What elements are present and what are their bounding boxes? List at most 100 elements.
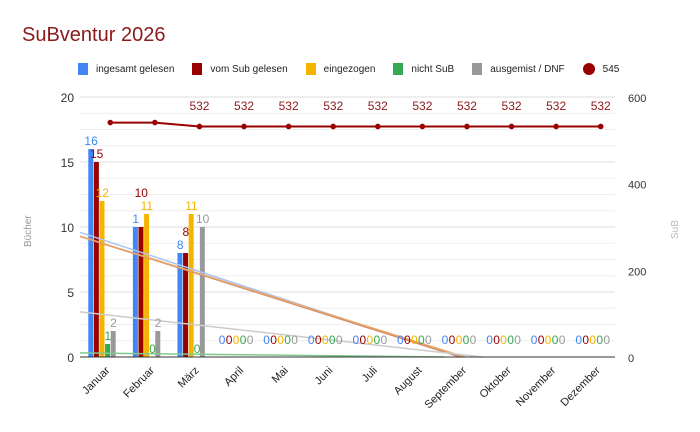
data-label: 0 xyxy=(514,333,521,347)
data-label: 16 xyxy=(84,134,98,148)
sub-point xyxy=(464,123,470,130)
data-label: 0 xyxy=(418,333,425,347)
data-label: 0 xyxy=(336,333,343,347)
data-label: 11 xyxy=(185,199,198,213)
data-label: 8 xyxy=(183,225,190,239)
data-label: 0 xyxy=(308,333,315,347)
data-label: 0 xyxy=(247,333,254,347)
data-label: 0 xyxy=(486,333,493,347)
legend-label: nicht SuB xyxy=(411,63,455,75)
data-label: 0 xyxy=(404,333,411,347)
legend-swatch xyxy=(305,63,316,75)
legend-swatch xyxy=(192,63,203,75)
data-label: 0 xyxy=(291,333,298,347)
legend-item[interactable]: ausgemist / DNF xyxy=(472,63,565,75)
data-label: 0 xyxy=(263,333,270,347)
y2-tick-label: 200 xyxy=(628,266,646,278)
sub-data-label: 532 xyxy=(189,99,209,113)
y-tick-label: 20 xyxy=(61,91,75,105)
data-label: 15 xyxy=(90,147,104,161)
legend-swatch xyxy=(393,63,404,75)
data-label: 0 xyxy=(470,333,477,347)
data-label: 0 xyxy=(545,333,552,347)
y-tick-label: 5 xyxy=(67,286,74,300)
data-label: 0 xyxy=(456,333,463,347)
data-label: 0 xyxy=(359,333,366,347)
data-label: 0 xyxy=(352,333,359,347)
sub-data-label: 532 xyxy=(279,99,299,113)
data-label: 0 xyxy=(411,333,418,347)
x-tick-label: August xyxy=(392,365,425,398)
data-label: 0 xyxy=(380,333,387,347)
sub-point xyxy=(196,123,203,130)
legend-dot xyxy=(582,63,595,75)
legend-label: 545 xyxy=(602,63,620,75)
data-label: 0 xyxy=(194,342,201,356)
data-label: 0 xyxy=(582,333,589,347)
bar-ingesamt-gelesen xyxy=(88,149,94,357)
data-label: 0 xyxy=(552,333,559,347)
y2-tick-label: 0 xyxy=(628,353,634,365)
sub-point xyxy=(152,119,158,126)
x-tick-label: November xyxy=(514,364,559,409)
data-label: 0 xyxy=(366,333,373,347)
y2-tick-label: 600 xyxy=(628,93,646,105)
data-label: 0 xyxy=(575,333,582,347)
data-label: 0 xyxy=(270,333,277,347)
sub-data-label: 532 xyxy=(412,99,432,113)
data-label: 0 xyxy=(603,333,610,347)
x-tick-label: Mai xyxy=(270,365,291,386)
legend-item[interactable]: eingezogen xyxy=(305,63,375,75)
data-label: 0 xyxy=(240,333,247,347)
data-label: 0 xyxy=(507,333,514,347)
x-tick-label: September xyxy=(423,364,470,411)
sub-point xyxy=(241,123,247,130)
sub-data-label: 532 xyxy=(234,99,254,113)
x-tick-label: Juni xyxy=(313,365,336,388)
y2-axis-title: SuB xyxy=(670,220,681,239)
sub-point xyxy=(330,123,337,130)
data-label: 0 xyxy=(500,333,507,347)
x-tick-label: Juli xyxy=(360,365,380,385)
legend-item[interactable]: nicht SuB xyxy=(393,63,454,75)
data-label: 0 xyxy=(397,333,404,347)
trendline xyxy=(79,235,466,358)
x-tick-label: Dezember xyxy=(558,364,603,409)
bar-vom-Sub-gelesen xyxy=(183,253,189,357)
data-label: 12 xyxy=(96,186,110,200)
chart-title: SuBventur 2026 xyxy=(22,24,166,46)
data-label: 0 xyxy=(219,333,226,347)
data-label: 0 xyxy=(226,333,233,347)
bar-ausgemist-DNF xyxy=(199,227,205,357)
y-tick-label: 15 xyxy=(61,156,75,170)
data-label: 0 xyxy=(425,333,432,347)
data-label: 0 xyxy=(233,333,240,347)
sub-point xyxy=(107,119,114,126)
y-tick-label: 0 xyxy=(67,351,74,365)
data-label: 0 xyxy=(449,333,456,347)
trendline xyxy=(79,311,483,358)
data-label: 0 xyxy=(596,333,603,347)
bar-ausgemist-DNF xyxy=(155,331,161,357)
trendline xyxy=(79,352,445,358)
sub-data-label: 532 xyxy=(502,99,522,113)
legend-item[interactable]: 545 xyxy=(582,63,620,75)
data-label: 1 xyxy=(132,212,139,226)
bar-ausgemist-DNF xyxy=(110,331,116,357)
legend: ingesamt gelesen vom Sub gelesen eingezoge… xyxy=(78,63,619,75)
data-label: 11 xyxy=(141,199,154,213)
bar-eingezogen xyxy=(188,214,194,357)
bar-vom-Sub-gelesen xyxy=(138,227,144,357)
data-label: 8 xyxy=(177,238,184,252)
x-tick-label: März xyxy=(176,365,202,391)
sub-data-label: 532 xyxy=(591,99,611,113)
data-label: 0 xyxy=(284,333,291,347)
legend-item[interactable]: vom Sub gelesen xyxy=(192,63,288,75)
data-label: 0 xyxy=(493,333,500,347)
bar-vom-Sub-gelesen xyxy=(93,162,99,357)
legend-swatch xyxy=(78,63,88,75)
data-label: 0 xyxy=(589,333,596,347)
legend-item[interactable]: ingesamt gelesen xyxy=(78,63,174,75)
bar-eingezogen xyxy=(99,201,105,357)
data-label: 0 xyxy=(531,333,538,347)
